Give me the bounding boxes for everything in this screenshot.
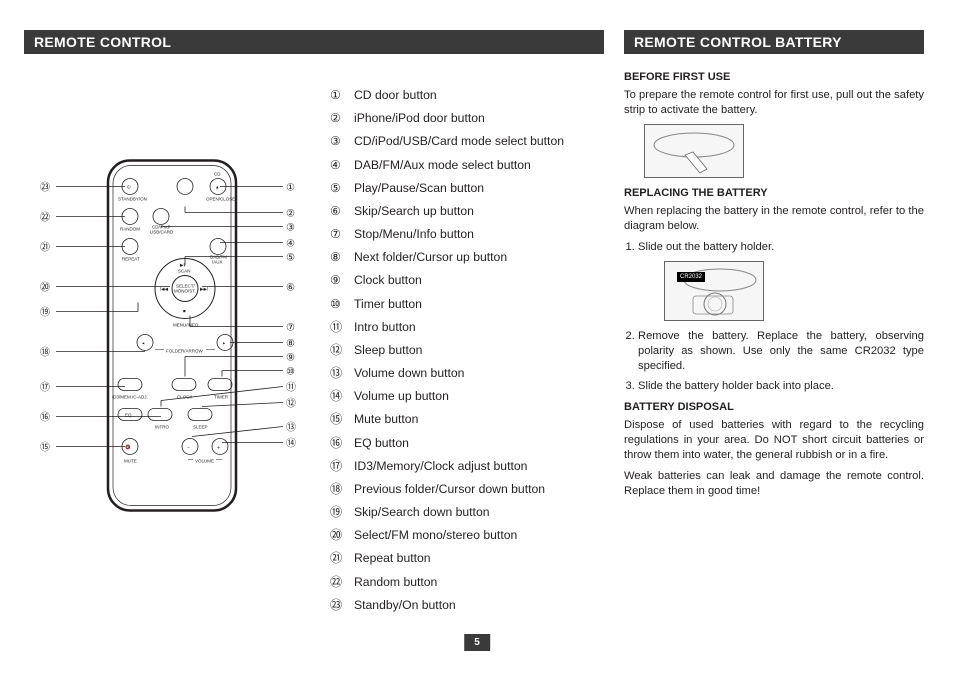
svg-text:SLEEP: SLEEP <box>193 424 208 429</box>
svg-text:REPEAT: REPEAT <box>122 256 140 261</box>
svg-text:🔇: 🔇 <box>125 443 131 449</box>
button-list: ①CD door button ②iPhone/iPod door button… <box>330 74 604 617</box>
svg-text:②: ② <box>286 208 295 219</box>
svg-text:⑭: ⑭ <box>286 437 296 449</box>
svg-text:▲: ▲ <box>215 184 219 189</box>
svg-text:MONO/ST.: MONO/ST. <box>174 288 196 293</box>
svg-text:STANDBY/ON: STANDBY/ON <box>118 196 147 201</box>
svg-text:MENU/INFO: MENU/INFO <box>173 322 199 327</box>
page-number: 5 <box>464 634 490 651</box>
svg-text:⏻: ⏻ <box>127 184 131 189</box>
svg-text:⑰: ⑰ <box>40 381 50 393</box>
svg-text:㉒: ㉒ <box>40 211 50 223</box>
subhead-replacing: REPLACING THE BATTERY <box>624 186 924 201</box>
battery-holder-image: CR2032 <box>664 261 764 321</box>
svg-text:USB/CARD: USB/CARD <box>150 229 174 234</box>
svg-text:CLOCK: CLOCK <box>177 394 193 399</box>
before-text: To prepare the remote control for first … <box>624 88 924 118</box>
svg-text:⑤: ⑤ <box>286 252 295 263</box>
svg-text:⑩: ⑩ <box>286 366 295 377</box>
svg-text:⑥: ⑥ <box>286 282 295 293</box>
svg-text:INTRO: INTRO <box>155 424 169 429</box>
svg-text:⑪: ⑪ <box>286 381 296 393</box>
step1: Slide out the battery holder. <box>638 240 924 255</box>
svg-text:−: − <box>187 445 190 451</box>
svg-text:⑮: ⑮ <box>40 441 50 453</box>
subhead-before: BEFORE FIRST USE <box>624 70 924 85</box>
step3: Slide the battery holder back into place… <box>638 379 924 394</box>
svg-text:FOLDER/ARROW: FOLDER/ARROW <box>166 348 204 353</box>
svg-text:③: ③ <box>286 222 295 233</box>
svg-text:⑬: ⑬ <box>286 421 296 433</box>
section-header-battery: REMOTE CONTROL BATTERY <box>624 30 924 54</box>
replacing-intro: When replacing the battery in the remote… <box>624 204 924 234</box>
callouts-left: ㉓ ㉒ ㉑ ⑳ ⑲ ⑱ ⑰ ⑯ ⑮ <box>40 181 170 453</box>
svg-text:⑦: ⑦ <box>286 322 295 333</box>
svg-text:◂: ◂ <box>142 340 145 345</box>
disposal-p2: Weak batteries can leak and damage the r… <box>624 469 924 499</box>
callouts-right: ① ② ③ ④ ⑤ ⑥ ⑦ ⑧ <box>161 182 296 449</box>
svg-text:RANDOM: RANDOM <box>120 226 140 231</box>
svg-text:⑫: ⑫ <box>286 397 296 409</box>
subhead-disposal: BATTERY DISPOSAL <box>624 400 924 415</box>
svg-text:⑲: ⑲ <box>40 306 50 318</box>
svg-text:ID3/MEM./C-ADJ.: ID3/MEM./C-ADJ. <box>112 394 148 399</box>
svg-text:⑯: ⑯ <box>40 411 50 423</box>
svg-text:SCAN: SCAN <box>178 268 191 273</box>
svg-text:⑨: ⑨ <box>286 352 295 363</box>
remote-diagram: ㉓ ㉒ ㉑ ⑳ ⑲ ⑱ ⑰ ⑯ ⑮ <box>30 74 310 617</box>
svg-text:■: ■ <box>183 308 186 313</box>
cr2032-label: CR2032 <box>677 272 705 282</box>
svg-text:MUTE: MUTE <box>124 458 137 463</box>
section-header-remote: REMOTE CONTROL <box>24 30 604 54</box>
svg-text:①: ① <box>286 182 295 193</box>
svg-text:TIMER: TIMER <box>214 394 229 399</box>
right-content: BEFORE FIRST USE To prepare the remote c… <box>624 64 924 505</box>
svg-text:⑧: ⑧ <box>286 338 295 349</box>
svg-text:+: + <box>217 445 220 451</box>
svg-text:⑱: ⑱ <box>40 346 50 358</box>
svg-text:/AUX: /AUX <box>212 259 223 264</box>
svg-text:▶▶ǀ: ▶▶ǀ <box>200 286 208 291</box>
svg-text:VOLUME: VOLUME <box>195 458 214 463</box>
svg-text:▸: ▸ <box>223 340 226 345</box>
step2: Remove the battery. Replace the battery,… <box>638 329 924 374</box>
svg-text:㉓: ㉓ <box>40 181 50 193</box>
svg-text:㉑: ㉑ <box>40 241 50 253</box>
svg-text:⑳: ⑳ <box>40 281 50 293</box>
disposal-p1: Dispose of used batteries with regard to… <box>624 418 924 463</box>
svg-text:ǀ◀◀: ǀ◀◀ <box>160 286 169 291</box>
battery-strip-image <box>644 124 744 178</box>
svg-text:EQ: EQ <box>125 412 132 417</box>
svg-text:▶ǁ: ▶ǁ <box>180 262 185 267</box>
svg-text:CD: CD <box>214 171 221 176</box>
svg-text:④: ④ <box>286 238 295 249</box>
svg-text:OPEN/CLOSE: OPEN/CLOSE <box>206 196 235 201</box>
